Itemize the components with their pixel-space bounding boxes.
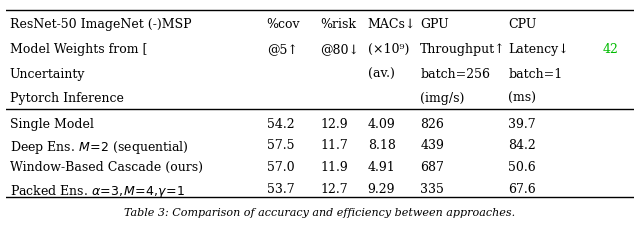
Text: 42: 42 (602, 43, 618, 56)
Text: 8.18: 8.18 (367, 140, 396, 152)
Text: 11.7: 11.7 (320, 140, 348, 152)
Text: 826: 826 (420, 118, 444, 131)
Text: 4.09: 4.09 (367, 118, 396, 131)
Text: 9.29: 9.29 (367, 183, 395, 196)
Text: Packed Ens. $\alpha\!=\!3,\!M\!=\!4,\!\gamma\!=\!1$: Packed Ens. $\alpha\!=\!3,\!M\!=\!4,\!\g… (10, 183, 184, 200)
Text: ResNet-50 ImageNet (-)MSP: ResNet-50 ImageNet (-)MSP (10, 18, 191, 31)
Text: Table 3: Comparison of accuracy and efficiency between approaches.: Table 3: Comparison of accuracy and effi… (124, 208, 516, 218)
Text: Single Model: Single Model (10, 118, 93, 131)
Text: 50.6: 50.6 (508, 161, 536, 174)
Text: 12.9: 12.9 (320, 118, 348, 131)
Text: 84.2: 84.2 (508, 140, 536, 152)
Text: 57.5: 57.5 (267, 140, 294, 152)
Text: 57.0: 57.0 (267, 161, 294, 174)
Text: %risk: %risk (320, 18, 356, 31)
Text: GPU: GPU (420, 18, 449, 31)
Text: 11.9: 11.9 (320, 161, 348, 174)
Text: 4.91: 4.91 (367, 161, 396, 174)
Text: 335: 335 (420, 183, 444, 196)
Text: Throughput↑: Throughput↑ (420, 43, 506, 56)
Text: 12.7: 12.7 (320, 183, 348, 196)
Text: @5↑: @5↑ (267, 43, 298, 56)
Text: (img/s): (img/s) (420, 92, 465, 105)
Text: 53.7: 53.7 (267, 183, 294, 196)
Text: Window-Based Cascade (ours): Window-Based Cascade (ours) (10, 161, 202, 174)
Text: Latency↓: Latency↓ (508, 43, 569, 56)
Text: (av.): (av.) (367, 68, 394, 81)
Text: batch=1: batch=1 (508, 68, 563, 81)
Text: CPU: CPU (508, 18, 536, 31)
Text: Deep Ens. $M\!=\!2$ (sequential): Deep Ens. $M\!=\!2$ (sequential) (10, 140, 188, 156)
Text: MACs↓: MACs↓ (367, 18, 416, 31)
Text: 39.7: 39.7 (508, 118, 536, 131)
Text: Pytorch Inference: Pytorch Inference (10, 92, 124, 105)
Text: @80↓: @80↓ (320, 43, 359, 56)
Text: Uncertainty: Uncertainty (10, 68, 85, 81)
Text: 54.2: 54.2 (267, 118, 294, 131)
Text: (×10⁹): (×10⁹) (367, 43, 409, 56)
Text: %cov: %cov (267, 18, 300, 31)
Text: 439: 439 (420, 140, 444, 152)
Text: Model Weights from [: Model Weights from [ (10, 43, 147, 56)
Text: 687: 687 (420, 161, 444, 174)
Text: 67.6: 67.6 (508, 183, 536, 196)
Text: batch=256: batch=256 (420, 68, 490, 81)
Text: (ms): (ms) (508, 92, 536, 105)
